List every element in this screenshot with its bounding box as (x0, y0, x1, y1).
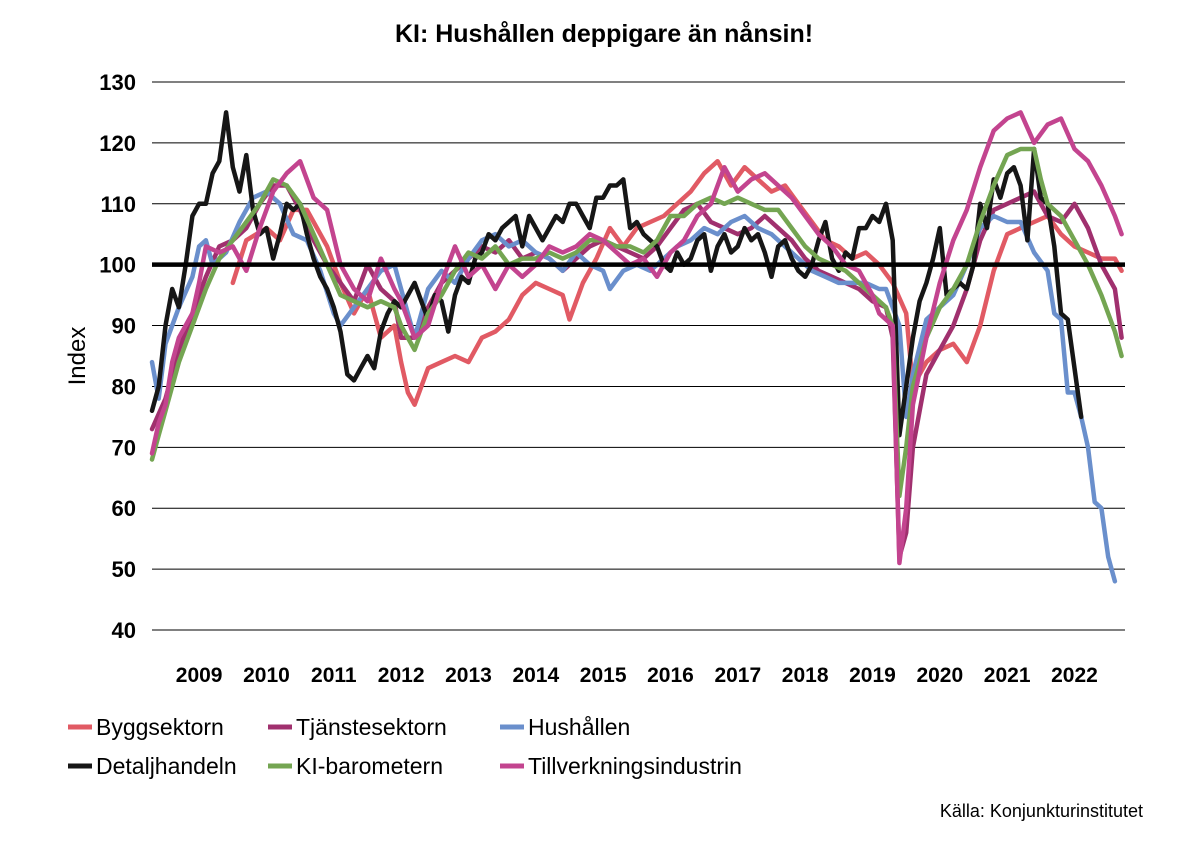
x-tick-label: 2015 (580, 664, 627, 687)
x-tick-label: 2019 (849, 664, 896, 687)
y-axis-label: Index (64, 327, 91, 386)
y-tick-label: 130 (99, 70, 136, 95)
x-tick-label: 2013 (445, 664, 492, 687)
legend-label: Detaljhandeln (96, 753, 237, 779)
x-tick-label: 2012 (378, 664, 425, 687)
x-tick-label: 2014 (512, 664, 559, 687)
legend: Byggsektorn Tjänstesektorn Hushållen Detalj… (68, 714, 742, 779)
x-tick-label: 2009 (176, 664, 223, 687)
x-tick-label: 2010 (243, 664, 290, 687)
x-tick-label: 2021 (984, 664, 1031, 687)
x-tick-label: 2020 (916, 664, 963, 687)
source-note: Källa: Konjunkturinstitutet (940, 801, 1143, 821)
legend-label: KI-barometern (296, 753, 443, 779)
x-tick-label: 2022 (1051, 664, 1098, 687)
y-tick-label: 50 (112, 557, 136, 582)
series-lines (149, 110, 1124, 584)
y-tick-label: 100 (99, 253, 136, 278)
series-line (149, 146, 1124, 499)
x-tick-label: 2018 (782, 664, 829, 687)
y-tick-label: 40 (112, 618, 136, 643)
y-tick-label: 80 (112, 374, 136, 399)
x-axis-ticks: 2009 2010 2011 2012 2013 2014 2015 2016 2017 2018… (176, 664, 1098, 687)
y-tick-label: 70 (112, 435, 136, 460)
legend-label: Hushållen (528, 714, 630, 740)
x-tick-label: 2016 (647, 664, 694, 687)
y-tick-label: 120 (99, 131, 136, 156)
x-tick-label: 2017 (714, 664, 761, 687)
y-axis-ticks: 40 50 60 70 80 90 100 110 120 130 (99, 70, 136, 643)
series-line (149, 110, 1084, 438)
legend-label: Tjänstesektorn (296, 714, 447, 740)
x-tick-label: 2011 (311, 664, 357, 687)
series-line (230, 158, 1124, 407)
y-tick-label: 60 (112, 496, 136, 521)
y-tick-label: 90 (112, 314, 136, 339)
chart-title: KI: Hushållen deppigare än nånsin! (395, 20, 813, 48)
legend-label: Byggsektorn (96, 714, 224, 740)
y-tick-label: 110 (101, 192, 137, 217)
legend-label: Tillverkningsindustrin (528, 753, 742, 779)
